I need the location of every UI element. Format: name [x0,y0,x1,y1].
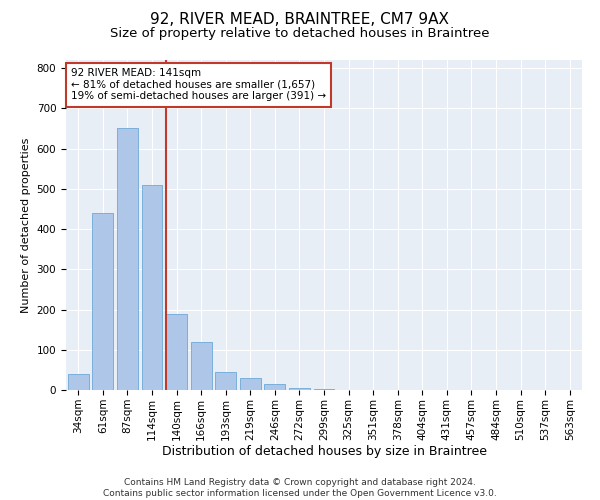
Bar [314,389,334,390]
X-axis label: Distribution of detached houses by size in Braintree: Distribution of detached houses by size … [161,446,487,458]
Y-axis label: Number of detached properties: Number of detached properties [21,138,31,312]
Text: Contains HM Land Registry data © Crown copyright and database right 2024.
Contai: Contains HM Land Registry data © Crown c… [103,478,497,498]
Text: 92 RIVER MEAD: 141sqm
← 81% of detached houses are smaller (1,657)
19% of semi-d: 92 RIVER MEAD: 141sqm ← 81% of detached … [71,68,326,102]
Bar [240,378,261,390]
Bar [142,185,163,390]
Bar [92,213,113,390]
Bar [166,314,187,390]
Bar [215,372,236,390]
Text: 92, RIVER MEAD, BRAINTREE, CM7 9AX: 92, RIVER MEAD, BRAINTREE, CM7 9AX [151,12,449,28]
Bar [289,388,310,390]
Bar [68,374,89,390]
Bar [265,384,286,390]
Bar [117,128,138,390]
Bar [191,342,212,390]
Text: Size of property relative to detached houses in Braintree: Size of property relative to detached ho… [110,28,490,40]
